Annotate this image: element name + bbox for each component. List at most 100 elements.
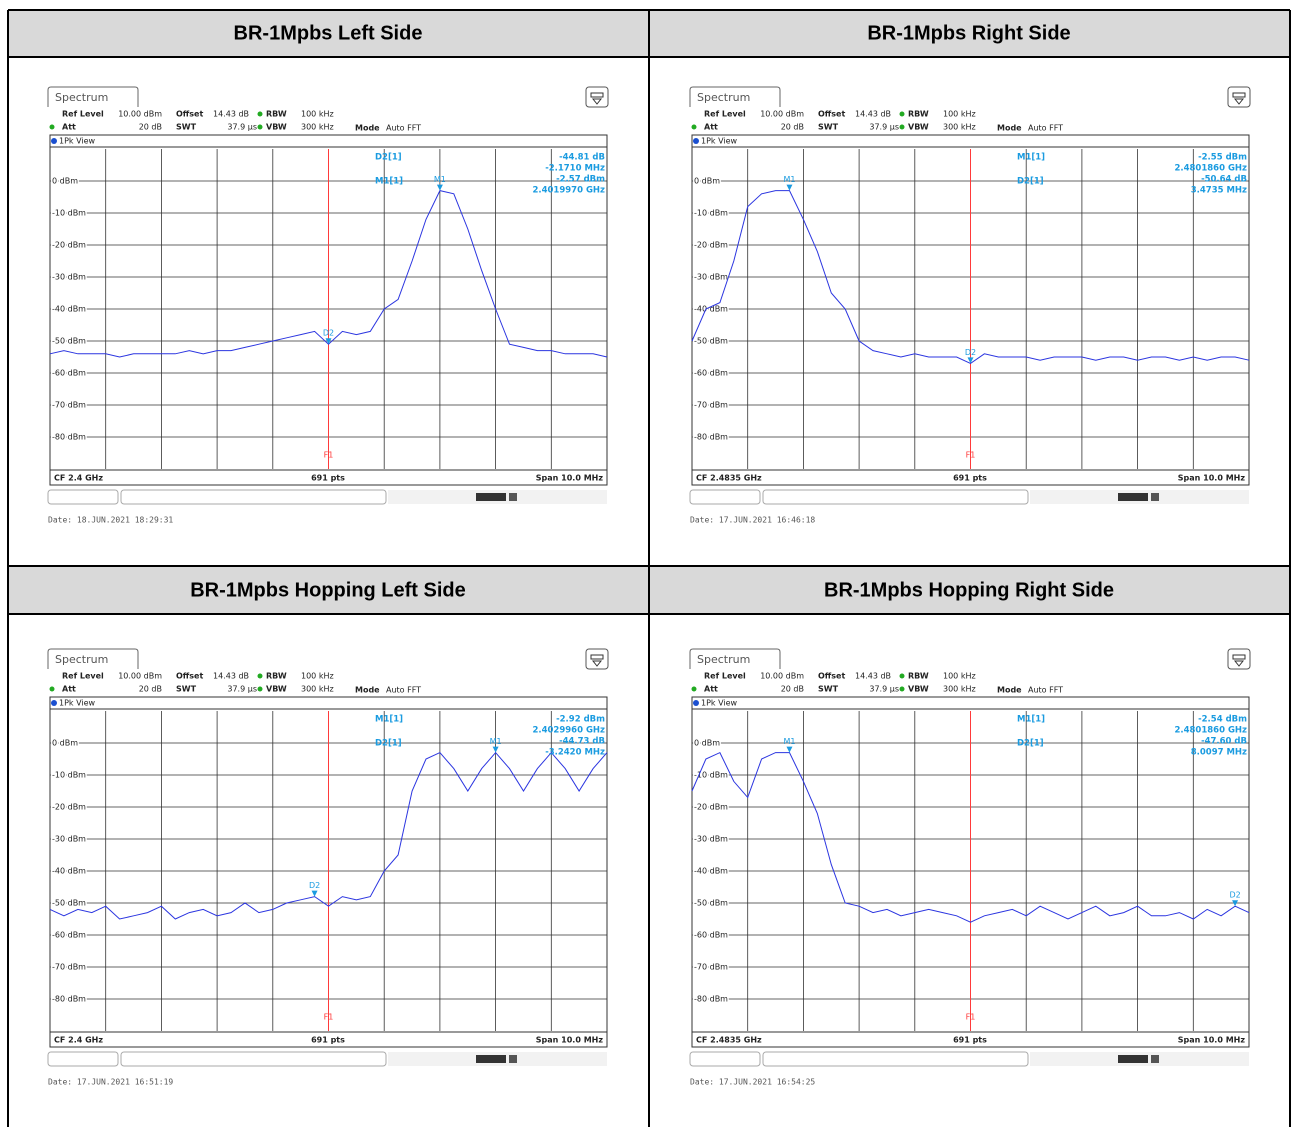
readout-value: -2.92 dBm (556, 715, 605, 725)
cf-label: CF 2.4835 GHz (696, 474, 762, 483)
status-dot (50, 125, 55, 130)
readout-name: M1[1] (375, 177, 403, 187)
status-box (121, 1052, 386, 1066)
setting: Ref Level (704, 110, 746, 119)
y-tick-label: -80 dBm (52, 433, 86, 442)
status-indicator (1118, 493, 1148, 501)
setting: Span 10.0 MHz (536, 474, 604, 483)
readout-value: 2.4801860 GHz (1174, 164, 1247, 174)
readout-value: -44.81 dB (559, 153, 605, 163)
setting: Mode (997, 686, 1022, 695)
status-indicator (1151, 493, 1159, 501)
y-tick-label: -20 dBm (52, 803, 86, 812)
setting: 300 kHz (301, 123, 334, 132)
setting: Mode (355, 686, 380, 695)
view-dot (693, 700, 699, 706)
readout-name: D2[1] (375, 739, 402, 749)
readout-value: -47.60 dB (1201, 737, 1247, 747)
y-tick-label: -30 dBm (694, 273, 728, 282)
marker-label: M1 (490, 737, 502, 746)
setting: 300 kHz (301, 685, 334, 694)
y-tick-label: -10 dBm (52, 209, 86, 218)
status-indicator (476, 1055, 506, 1063)
setting: RBW (266, 110, 287, 119)
y-tick-label: -40 dBm (52, 305, 86, 314)
f1-label: F1 (966, 451, 976, 460)
setting: Auto FFT (1028, 124, 1063, 133)
y-tick-label: 0 dBm (52, 177, 78, 186)
status-dot (258, 687, 263, 692)
setting: Span 10.0 MHz (1178, 1036, 1246, 1045)
readout-value: -44.73 dB (559, 737, 605, 747)
status-indicator (476, 493, 506, 501)
setting: 14.43 dB (213, 672, 249, 681)
view-dot (51, 700, 57, 706)
f1-label: F1 (324, 451, 334, 460)
y-tick-label: -70 dBm (52, 401, 86, 410)
y-tick-label: -60 dBm (694, 369, 728, 378)
setting: 10.00 dBm (118, 672, 162, 681)
y-tick-label: -80 dBm (694, 995, 728, 1004)
y-tick-label: -70 dBm (694, 401, 728, 410)
setting: Ref Level (62, 672, 104, 681)
setting: 37.9 µs (227, 123, 257, 132)
y-tick-label: -60 dBm (52, 369, 86, 378)
setting: 100 kHz (301, 672, 334, 681)
readout-value: -2.57 dBm (556, 175, 605, 185)
marker-label: M1 (783, 175, 795, 184)
status-dot (900, 687, 905, 692)
y-tick-label: -50 dBm (52, 899, 86, 908)
marker-label: D2 (323, 329, 334, 338)
spectrum-screenshot: SpectrumRef Level10.00 dBmOffset14.43 dB… (690, 649, 1250, 1087)
setting: Att (62, 123, 76, 132)
setting: 100 kHz (301, 110, 334, 119)
setting: Att (704, 685, 718, 694)
marker-label: D2 (309, 881, 320, 890)
readout-value: 2.4019970 GHz (532, 186, 605, 196)
cf-label: CF 2.4 GHz (54, 474, 103, 483)
status-dot (900, 674, 905, 679)
setting: 14.43 dB (213, 110, 249, 119)
marker-label: D2 (965, 348, 976, 357)
y-tick-label: -50 dBm (694, 899, 728, 908)
readout-name: M1[1] (375, 715, 403, 725)
y-tick-label: -30 dBm (52, 273, 86, 282)
setting: 691 pts (953, 1036, 987, 1045)
setting: 10.00 dBm (118, 110, 162, 119)
y-tick-label: 0 dBm (52, 739, 78, 748)
setting: Mode (355, 124, 380, 133)
status-dot (258, 125, 263, 130)
y-tick-label: -20 dBm (52, 241, 86, 250)
setting: Ref Level (704, 672, 746, 681)
y-tick-label: -60 dBm (52, 931, 86, 940)
readout-name: D2[1] (375, 153, 402, 163)
status-box (48, 1052, 118, 1066)
setting: SWT (818, 685, 839, 694)
setting: Offset (818, 672, 845, 681)
tab-label: Spectrum (697, 91, 750, 104)
tab-label: Spectrum (55, 653, 108, 666)
setting: 1Pk View (701, 137, 738, 146)
page: BR-1Mpbs Left Side BR-1Mpbs Right Side B… (0, 0, 1291, 1127)
y-tick-label: -80 dBm (52, 995, 86, 1004)
setting: 20 dB (781, 685, 804, 694)
setting: Mode (997, 124, 1022, 133)
setting: 300 kHz (943, 685, 976, 694)
status-box (121, 490, 386, 504)
readout-value: 3.4735 MHz (1191, 186, 1247, 196)
setting: VBW (266, 685, 287, 694)
tab-label: Spectrum (697, 653, 750, 666)
readout-name: M1[1] (1017, 153, 1045, 163)
f1-label: F1 (966, 1013, 976, 1022)
y-tick-label: -20 dBm (694, 241, 728, 250)
status-dot (900, 125, 905, 130)
readout-name: M1[1] (1017, 715, 1045, 725)
marker-label: M1 (783, 737, 795, 746)
readout-name: D2[1] (1017, 177, 1044, 187)
setting: 1Pk View (701, 699, 738, 708)
setting: VBW (908, 685, 929, 694)
setting: Att (704, 123, 718, 132)
cell-header: BR-1Mpbs Right Side (867, 22, 1070, 44)
f1-label: F1 (324, 1013, 334, 1022)
setting: 100 kHz (943, 110, 976, 119)
